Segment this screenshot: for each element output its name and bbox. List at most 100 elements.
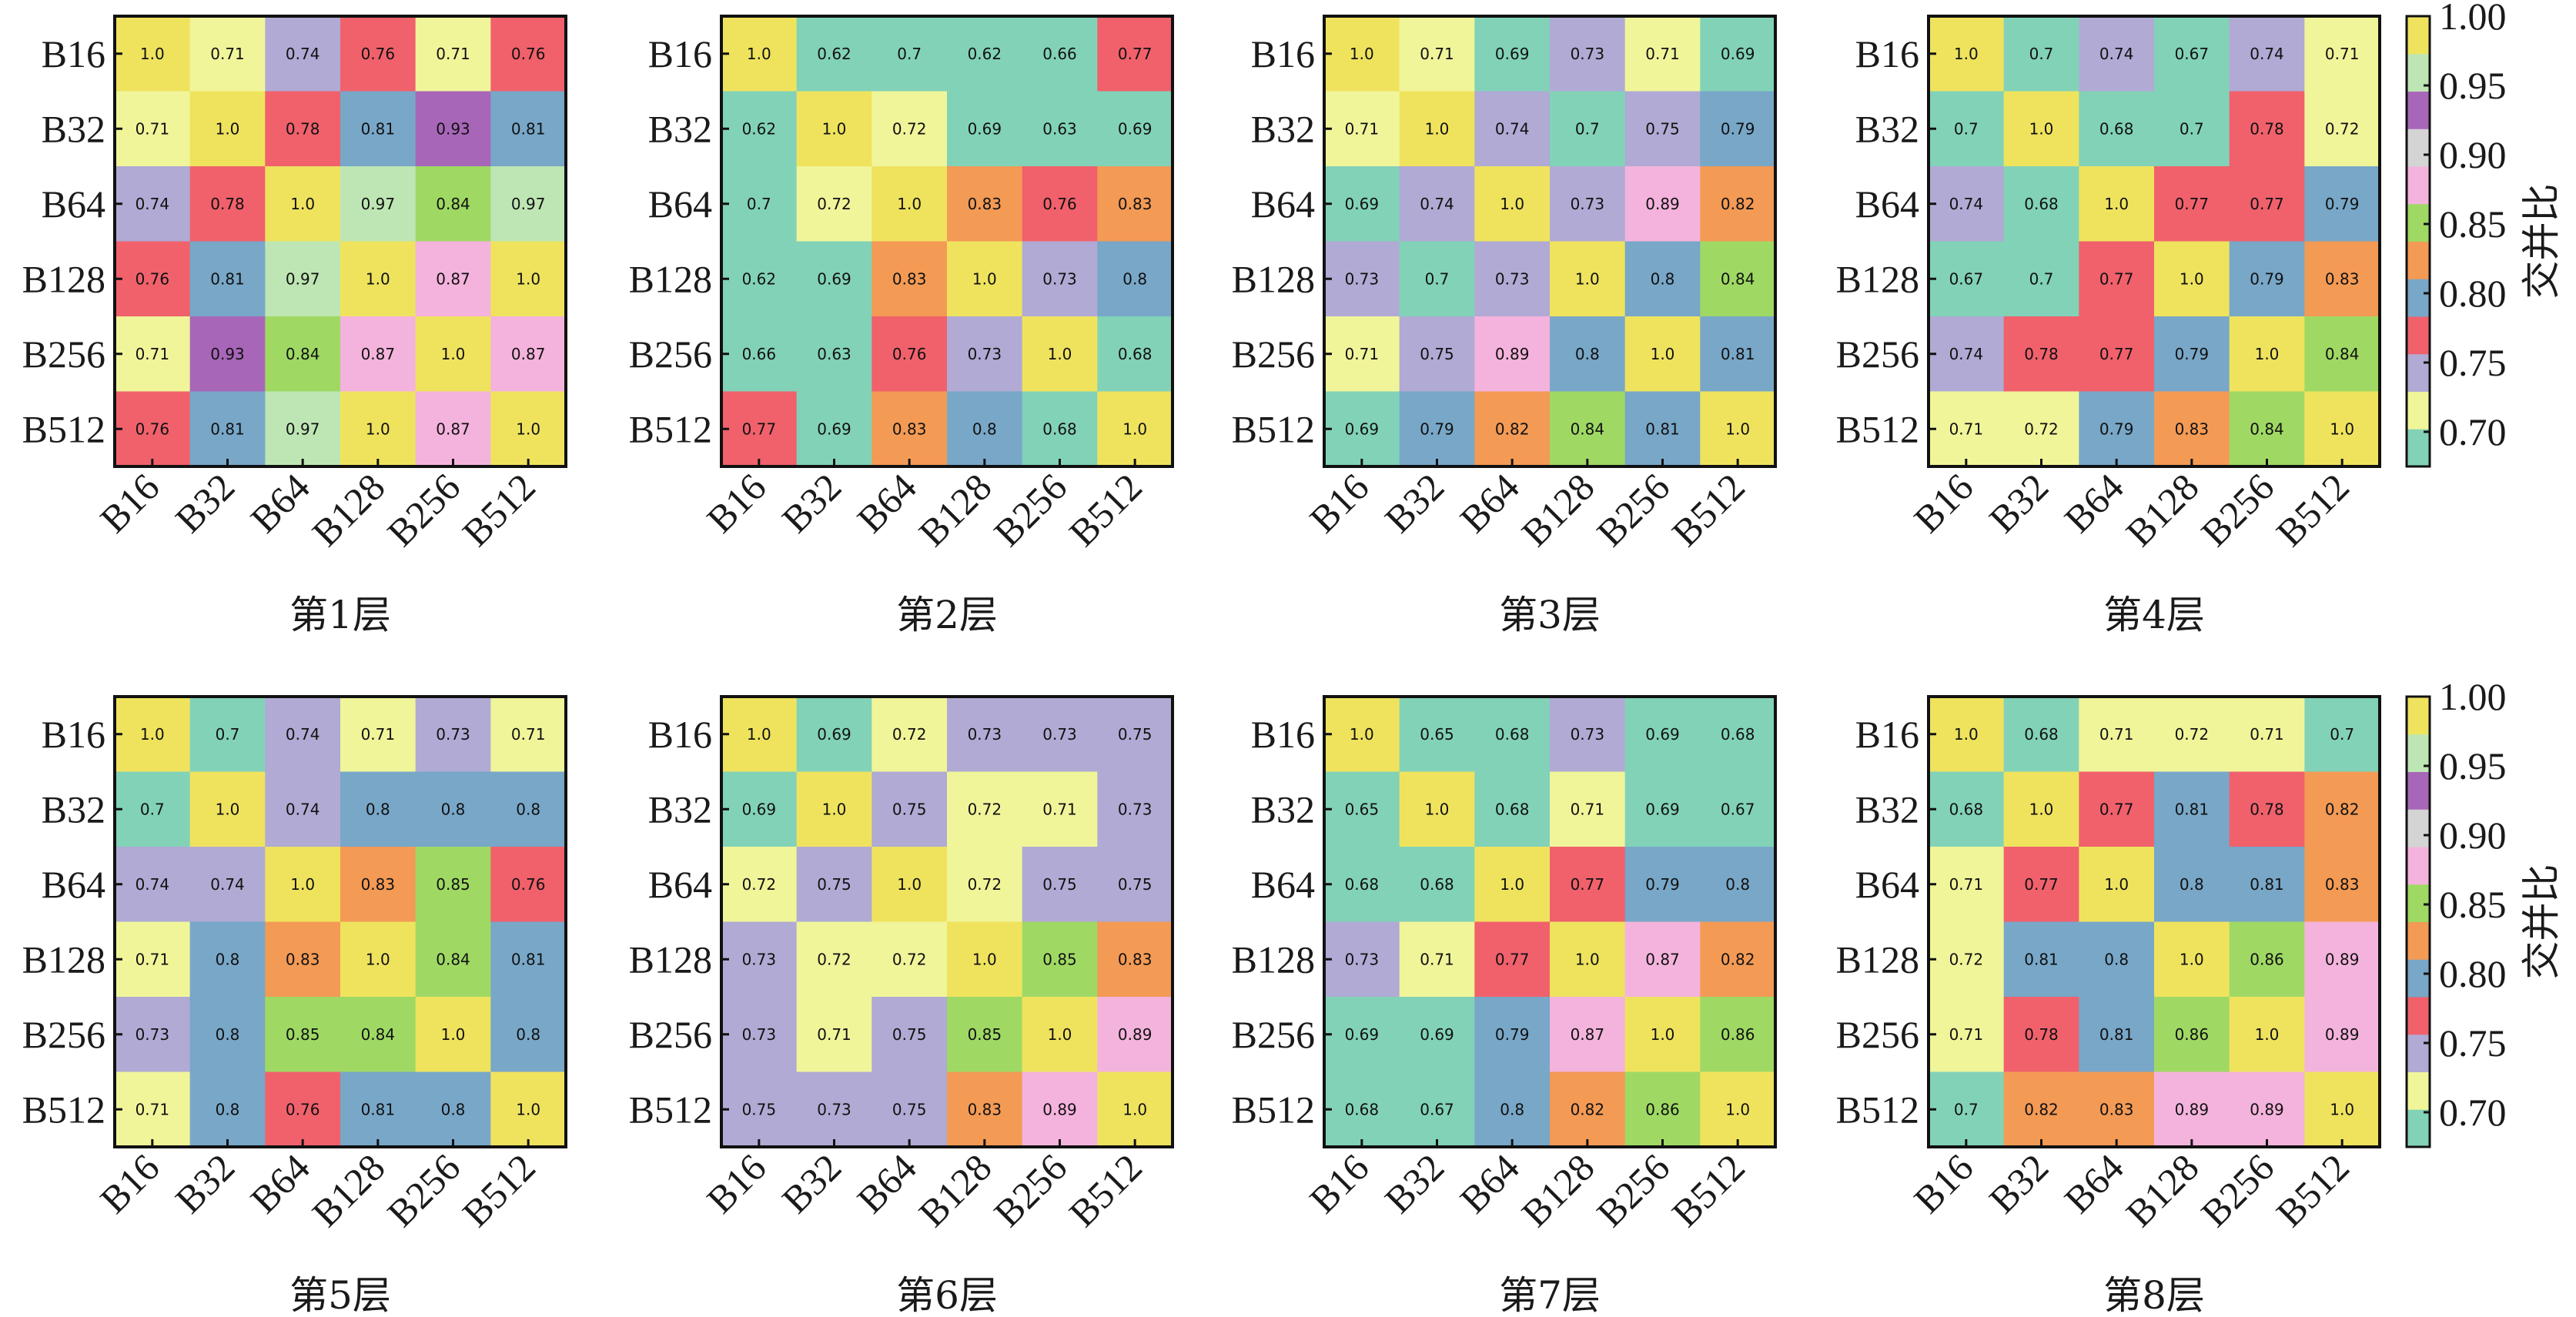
heatmap-cell	[1550, 997, 1626, 1072]
heatmap-cell	[1324, 771, 1400, 847]
cell-value-label: 1.0	[747, 725, 771, 744]
heatmap-cell	[1550, 166, 1626, 242]
cell-value-label: 0.73	[1571, 195, 1605, 213]
y-tick-label: B128	[1232, 938, 1315, 981]
cell-value-label: 0.78	[286, 119, 320, 138]
heatmap-cell	[1550, 391, 1626, 467]
heatmap-cell	[2229, 241, 2305, 317]
heatmap-cell	[1929, 847, 2005, 922]
heatmap-cell	[1324, 997, 1400, 1072]
heatmap-cell	[1097, 921, 1173, 998]
cell-value-label: 0.89	[2325, 950, 2360, 968]
cell-value-label: 0.76	[511, 45, 546, 63]
heatmap-cell	[796, 241, 872, 317]
x-tick-label: B16	[92, 465, 168, 541]
heatmap-cell	[490, 921, 567, 998]
heatmap-cell	[1474, 997, 1551, 1072]
cell-value-label: 0.75	[817, 875, 851, 894]
heatmap-cell	[1324, 921, 1400, 998]
cell-value-label: 0.72	[817, 950, 851, 968]
heatmap-cell	[265, 921, 341, 998]
cell-value-label: 1.0	[1651, 345, 1675, 363]
cell-value-label: 0.97	[361, 195, 396, 213]
y-tick-label: B32	[42, 107, 105, 150]
cell-value-label: 0.84	[361, 1025, 396, 1044]
heatmap-cell	[2079, 1071, 2155, 1148]
heatmap-cell	[1324, 697, 1400, 772]
cell-value-label: 0.75	[1645, 119, 1680, 138]
heatmap-cell	[947, 697, 1023, 772]
colorbar-segment	[2407, 166, 2430, 205]
x-tick-label: B64	[848, 465, 925, 541]
heatmap-cell	[2304, 316, 2380, 392]
heatmap-cell	[189, 697, 266, 772]
y-tick-label: B256	[1232, 1013, 1315, 1056]
heatmap-cell	[947, 91, 1023, 167]
heatmap-cell	[1022, 391, 1098, 467]
heatmap-panel-2: 1.0 0.62 0.7 0.62 0.66 0.77 0.62 1.0 0.72 0.69 0.6…	[629, 15, 1174, 637]
cell-value-label: 0.71	[1949, 1025, 1984, 1044]
cell-value-label: 0.71	[2325, 45, 2360, 63]
colorbar-segment	[2407, 1071, 2430, 1110]
x-tick-label: B16	[1905, 465, 1982, 541]
x-tick-label: B64	[2056, 465, 2132, 541]
heatmap-cell	[189, 91, 266, 167]
cell-value-label: 0.83	[2325, 875, 2360, 894]
cell-value-label: 0.89	[1042, 1100, 1077, 1118]
cell-value-label: 0.78	[2250, 119, 2284, 138]
y-tick-label: B16	[1855, 32, 1919, 75]
heatmap-cell	[721, 241, 798, 317]
heatmap-cell	[721, 921, 798, 998]
heatmap-cell	[1474, 166, 1551, 242]
cell-value-label: 1.0	[516, 1100, 540, 1118]
y-tick-label: B512	[22, 407, 105, 450]
y-tick-label: B64	[42, 182, 105, 226]
x-tick-label: B64	[1451, 1145, 1527, 1222]
heatmap-cell	[1550, 921, 1626, 998]
cell-value-label: 0.8	[1500, 1100, 1524, 1118]
y-tick-label: B512	[629, 1088, 712, 1131]
y-tick-label: B256	[1836, 333, 1919, 376]
heatmap-cell	[2003, 166, 2079, 242]
cell-value-label: 0.83	[2099, 1100, 2134, 1118]
x-tick-label: B32	[774, 1145, 850, 1222]
heatmap-cell	[189, 16, 266, 92]
cell-value-label: 0.77	[742, 420, 777, 438]
heatmap-cell	[1700, 847, 1776, 922]
heatmap-cell	[2229, 847, 2305, 922]
colorbar-tick-label: 0.85	[2439, 202, 2507, 246]
cell-value-label: 0.74	[1420, 195, 1454, 213]
cell-value-label: 0.68	[2099, 119, 2134, 138]
cell-value-label: 0.97	[286, 420, 320, 438]
heatmap-cell	[1550, 847, 1626, 922]
cell-value-label: 0.69	[1345, 195, 1380, 213]
heatmap-cell	[2079, 91, 2155, 167]
y-tick-label: B16	[1251, 713, 1315, 756]
heatmap-cell	[1624, 771, 1701, 847]
plot-frame	[720, 695, 1174, 1148]
heatmap-cell	[1700, 16, 1776, 92]
cell-value-label: 0.71	[135, 119, 170, 138]
panel-title: 第3层	[1499, 593, 1601, 637]
heatmap-cell	[265, 1071, 341, 1148]
cell-value-label: 0.71	[1571, 800, 1605, 818]
cell-value-label: 0.68	[2024, 725, 2059, 744]
heatmap-cell	[2229, 697, 2305, 772]
cell-value-label: 0.89	[2250, 1100, 2284, 1118]
cell-value-label: 0.81	[210, 420, 245, 438]
cell-value-label: 1.0	[1425, 800, 1450, 818]
y-tick-label: B32	[648, 107, 712, 150]
colorbar-frame	[2405, 695, 2431, 1148]
plot-frame	[113, 695, 567, 1148]
heatmap-cell	[1929, 997, 2005, 1072]
cell-value-label: 0.7	[2029, 269, 2054, 288]
cell-value-label: 0.63	[1042, 119, 1077, 138]
cell-value-label: 0.82	[1721, 195, 1755, 213]
heatmap-cell	[1624, 391, 1701, 467]
heatmap-cell	[340, 771, 417, 847]
heatmap-cell	[2304, 997, 2380, 1072]
colorbar-segment	[2407, 203, 2430, 242]
heatmap-cell	[2003, 697, 2079, 772]
heatmap-cell	[1624, 1071, 1701, 1148]
